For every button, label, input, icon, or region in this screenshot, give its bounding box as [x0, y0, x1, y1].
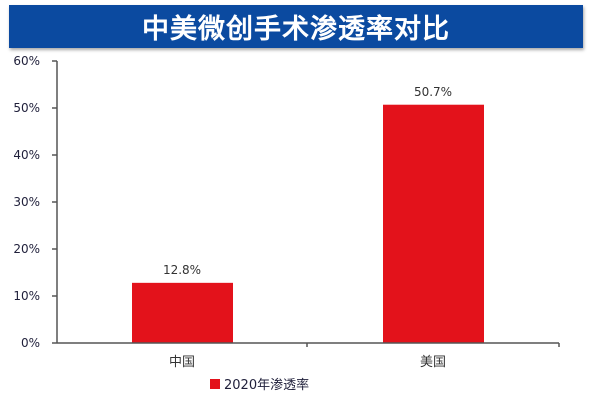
y-tick-label: 0%: [20, 336, 40, 350]
x-category-china: 中国: [168, 355, 195, 370]
y-tick-label: 30%: [13, 195, 40, 209]
x-category-usa: 美国: [419, 355, 446, 370]
bar-value-label-usa: 50.7%: [413, 85, 453, 99]
legend-label: 2020年渗透率: [224, 378, 310, 393]
bar-china: [132, 282, 233, 343]
y-tick-label: 20%: [13, 242, 40, 256]
y-tick-label: 60%: [13, 54, 40, 68]
y-tick-label: 10%: [13, 289, 40, 303]
chart-title: 中美微创手术渗透率对比: [142, 14, 450, 45]
y-tick-label: 50%: [13, 101, 40, 115]
y-tick-label: 40%: [13, 148, 40, 162]
legend-swatch: [210, 378, 220, 389]
legend: 2020年渗透率: [210, 374, 309, 393]
title-banner: 中美微创手术渗透率对比: [9, 5, 583, 48]
bar-value-label-china: 12.8%: [162, 263, 202, 277]
bar-usa: [383, 104, 484, 344]
